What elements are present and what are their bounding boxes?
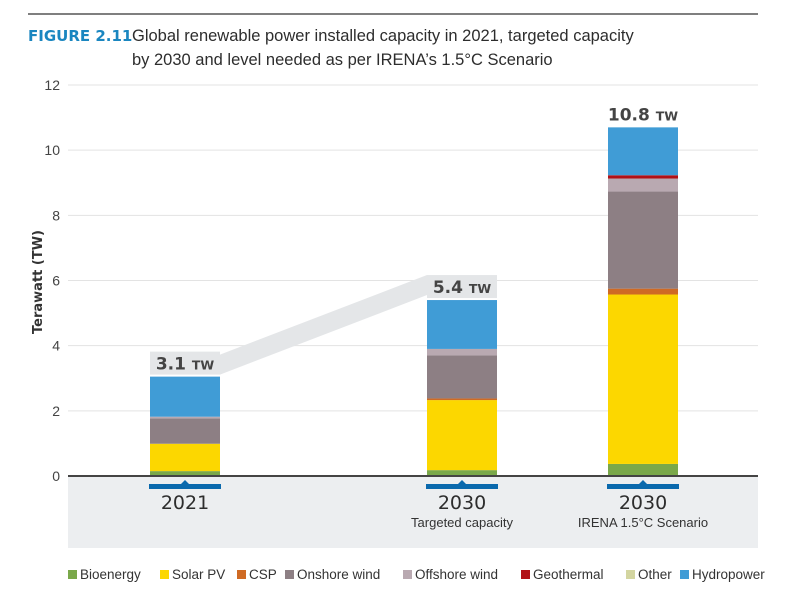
legend-swatch [680, 570, 689, 579]
legend-item: Solar PV [160, 567, 225, 582]
y-tick-label: 8 [52, 207, 60, 223]
legend-item: Onshore wind [285, 567, 380, 582]
legend-swatch [160, 570, 169, 579]
bar-segment-solar-pv [150, 443, 220, 472]
total-label: 10.8 TW [608, 105, 678, 125]
total-value: 5.4 [433, 278, 469, 298]
legend-label: Offshore wind [415, 567, 498, 582]
category-marker [426, 484, 498, 489]
legend-label: Hydropower [692, 567, 765, 582]
bar-segment-onshore-wind [427, 355, 497, 399]
bar-segment-hydropower [150, 376, 220, 417]
figure-title-line-2: by 2030 and level needed as per IRENA’s … [132, 51, 553, 69]
legend-swatch [68, 570, 77, 579]
category-marker-tip [181, 480, 189, 484]
legend-item: CSP [237, 567, 277, 582]
legend-item: Other [626, 567, 672, 582]
category-label: 2030 [619, 492, 667, 514]
category-marker [149, 484, 221, 489]
bar-segment-csp [427, 398, 497, 401]
category-marker [607, 484, 679, 489]
category-sublabel: Targeted capacity [411, 515, 513, 530]
total-label: 5.4 TW [433, 278, 492, 298]
category-label: 2030 [438, 492, 486, 514]
y-tick-label: 12 [44, 77, 60, 93]
legend-item: Offshore wind [403, 567, 498, 582]
total-label: 3.1 TW [156, 355, 215, 375]
bar-segment-bioenergy [608, 463, 678, 476]
connector-slope [220, 275, 427, 375]
bar-segment-onshore-wind [150, 418, 220, 444]
y-tick-label: 4 [52, 338, 60, 354]
bar-segment-csp [608, 288, 678, 295]
legend-label: CSP [249, 567, 277, 582]
y-tick-label: 10 [44, 142, 60, 158]
bar-segment-bioenergy [150, 471, 220, 476]
legend-swatch [521, 570, 530, 579]
category-label: 2021 [161, 492, 209, 514]
legend-item: Bioenergy [68, 567, 141, 582]
total-unit: TW [656, 108, 679, 123]
total-label-bg [150, 351, 220, 375]
legend-label: Bioenergy [80, 567, 141, 582]
bar-segment-offshore-wind [150, 416, 220, 419]
legend-label: Other [638, 567, 672, 582]
bar-segment-offshore-wind [608, 178, 678, 192]
legend-item: Hydropower [680, 567, 765, 582]
legend: Bioenergy Solar PV CSP Onshore wind Offshore… [68, 567, 765, 582]
legend-item: Geothermal [521, 567, 604, 582]
category-sublabel: IRENA 1.5°C Scenario [578, 515, 708, 530]
total-unit: TW [192, 358, 215, 373]
legend-label: Solar PV [172, 567, 225, 582]
legend-swatch [626, 570, 635, 579]
legend-swatch [237, 570, 246, 579]
legend-label: Onshore wind [297, 567, 380, 582]
bar-segment-onshore-wind [608, 191, 678, 289]
bar-segment-solar-pv [427, 400, 497, 471]
bar-segment-solar-pv [608, 294, 678, 464]
figure-label: FIGURE 2.11 [28, 27, 132, 45]
y-tick-label: 6 [52, 273, 60, 289]
category-marker-tip [458, 480, 466, 484]
category-marker-tip [639, 480, 647, 484]
bar-segment-hydropower [427, 300, 497, 349]
bar-segment-geothermal [608, 175, 678, 179]
y-axis-ticks: 0 2 4 6 8 10 12 [44, 77, 60, 484]
bar-segment-hydropower [608, 127, 678, 176]
bar-stack [608, 127, 678, 476]
figure-title-line-1: Global renewable power installed capacit… [132, 27, 634, 45]
bar-segment-offshore-wind [427, 348, 497, 356]
total-label-bg [427, 275, 497, 299]
total-value: 3.1 [156, 355, 192, 375]
y-tick-label: 0 [52, 468, 60, 484]
bar-stack [150, 376, 220, 476]
total-value: 10.8 [608, 105, 656, 125]
growth-connector [150, 275, 497, 375]
y-tick-label: 2 [52, 403, 60, 419]
legend-label: Geothermal [533, 567, 604, 582]
y-axis-label: Terawatt (TW) [31, 230, 46, 334]
legend-swatch [285, 570, 294, 579]
bar-stack [427, 300, 497, 476]
bar-segment-bioenergy [427, 470, 497, 476]
legend-swatch [403, 570, 412, 579]
total-unit: TW [469, 281, 492, 296]
